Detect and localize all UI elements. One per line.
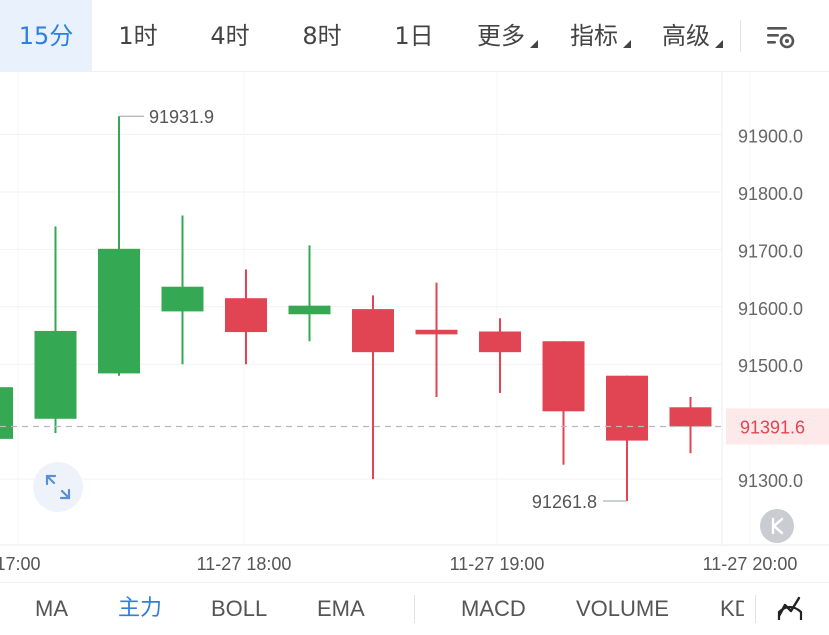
tab-indicators[interactable]: 指标	[568, 0, 631, 72]
tab-15m[interactable]: 15分	[0, 0, 92, 72]
candlestick-chart[interactable]: 91900.0 91800.0 91700.0 91600.0 91500.0 91300…	[0, 72, 829, 582]
caret-down-icon	[530, 40, 538, 48]
y-tick-label: 91500.0	[738, 356, 803, 376]
indicator-kd[interactable]: KD	[720, 596, 744, 621]
indicator-volume[interactable]: VOLUME	[576, 596, 669, 621]
tab-advanced[interactable]: 高级	[660, 0, 723, 72]
tab-4h[interactable]: 4时	[210, 22, 250, 50]
candle	[161, 215, 204, 365]
candle-body	[415, 329, 458, 335]
indicator-bar: MA 主力 BOLL EMA MACD VOLUME KD	[0, 582, 829, 635]
tab-8h[interactable]: 8时	[302, 22, 342, 50]
last-price-label: 91391.6	[740, 417, 805, 437]
candle	[98, 116, 140, 376]
indicator-main[interactable]: 主力	[118, 596, 163, 621]
low-price-label: 91261.8	[532, 492, 597, 512]
x-tick-label: 11-27 18:00	[197, 554, 292, 574]
y-tick-label: 91600.0	[738, 299, 803, 319]
caret-down-icon	[715, 40, 723, 48]
candle-body	[34, 330, 77, 419]
candle	[606, 375, 648, 501]
last-price-badge	[726, 408, 829, 445]
candle-body	[98, 248, 140, 374]
candles	[0, 116, 712, 501]
candle	[479, 318, 521, 393]
expand-button[interactable]	[33, 462, 83, 512]
extreme-labels: 91931.9 91261.8	[119, 107, 627, 512]
expand-icon	[45, 474, 71, 500]
line-chart-icon[interactable]	[775, 590, 805, 624]
indicator-boll[interactable]: BOLL	[211, 596, 268, 621]
chart-settings-icon[interactable]	[760, 20, 800, 54]
y-tick-label: 91900.0	[738, 127, 803, 147]
candle	[288, 245, 331, 342]
scroll-to-latest-button[interactable]	[760, 509, 794, 543]
candle	[415, 282, 458, 397]
k-latest-icon	[771, 517, 784, 535]
y-axis-ticks: 91900.0 91800.0 91700.0 91600.0 91500.0 91300…	[738, 127, 803, 492]
y-tick-label: 91700.0	[738, 241, 803, 261]
tab-more-label: 更多	[477, 22, 525, 50]
candle-body	[542, 341, 585, 412]
candle	[225, 269, 267, 365]
candle-body	[606, 375, 648, 441]
candle	[352, 295, 394, 480]
y-tick-label: 91800.0	[738, 184, 803, 204]
timeframe-bar: 15分 1时 4时 8时 1日 更多 指标 高级	[0, 0, 829, 72]
indicator-ma[interactable]: MA	[35, 596, 68, 621]
candle-body	[0, 387, 13, 439]
high-price-label: 91931.9	[149, 107, 214, 127]
indicator-ema[interactable]: EMA	[317, 596, 365, 621]
candle	[542, 341, 585, 465]
indicator-macd[interactable]: MACD	[461, 596, 526, 621]
tab-advanced-label: 高级	[662, 22, 710, 50]
tab-1h[interactable]: 1时	[118, 22, 158, 50]
tab-1d[interactable]: 1日	[394, 22, 434, 50]
caret-down-icon	[623, 40, 631, 48]
candle-body	[669, 407, 712, 427]
x-tick-label: 11-27 20:00	[703, 554, 798, 574]
tab-more[interactable]: 更多	[475, 0, 538, 72]
divider	[414, 595, 415, 623]
candle-body	[352, 309, 394, 353]
candle	[669, 396, 712, 454]
candle	[34, 226, 77, 434]
candle-body	[225, 298, 267, 333]
x-tick-label: 11-27 19:00	[450, 554, 545, 574]
x-tick-label: 17:00	[0, 554, 41, 574]
candle	[0, 387, 13, 439]
last-price-marker: 91391.6	[0, 408, 829, 445]
candle-body	[161, 286, 204, 312]
divider	[755, 595, 756, 623]
divider	[740, 20, 741, 52]
candle-body	[288, 305, 331, 315]
candle-body	[479, 331, 521, 353]
x-axis-ticks: 17:00 11-27 18:00 11-27 19:00 11-27 20:00	[0, 554, 797, 574]
y-tick-label: 91300.0	[738, 471, 803, 491]
tab-indicators-label: 指标	[570, 22, 618, 50]
